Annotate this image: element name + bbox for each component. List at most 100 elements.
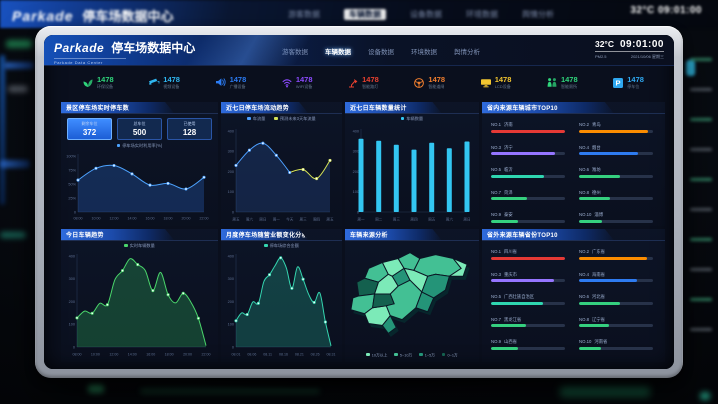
- top10-row-8: NO.8 德州: [579, 190, 653, 200]
- svg-text:16:00: 16:00: [146, 353, 155, 357]
- rank-bar-fill: [579, 256, 648, 260]
- top10-row-3: NO.3 济宁: [491, 144, 565, 155]
- top10-row-4: NO.4 烟台: [579, 145, 653, 155]
- device-stat-1: 1478 视频设备: [148, 76, 180, 90]
- panel-weekly-count: 近七日车辆数量统计 车辆数量 0 100 200 300 400 周一 周二 周三 周四 周五 周六…: [345, 102, 479, 226]
- svg-text:100%: 100%: [66, 154, 76, 158]
- legend-item: 1~5万: [419, 352, 435, 359]
- rank-bar-fill: [491, 174, 545, 178]
- background-nav: 游客数据 车辆数据 设备数据 环境数据 舆情分析: [288, 9, 554, 20]
- legend-dot: [394, 352, 398, 356]
- nav-item-3[interactable]: 环境数据: [411, 49, 437, 56]
- rank-label: NO.6: [579, 167, 590, 172]
- rank-bar-track: [491, 279, 565, 282]
- top10-row-7: NO.7 菏泽: [491, 189, 565, 200]
- device-stat-5: 1478 智能道闸: [413, 76, 445, 90]
- stat-label: 视频设备: [163, 84, 180, 89]
- utilization-line-chart: 0 25% 50% 75% 100% 08:00 10:00 12:00 14:00 16:00 1…: [61, 150, 218, 222]
- device-stat-6: 1478 LCD设备: [480, 76, 511, 90]
- region-name: 黑龙江省: [504, 316, 522, 322]
- device-stats-row: 1478 环保设备 1478 视频设备 1478 广播设备 1478 WIFI设备 1478 智能…: [82, 68, 644, 98]
- nav-item-2[interactable]: 设备数据: [368, 49, 394, 56]
- background-title: 停车场数据中心: [82, 9, 174, 24]
- svg-text:22:00: 22:00: [200, 217, 209, 221]
- nav-item-0[interactable]: 游客数据: [282, 49, 308, 56]
- svg-text:300: 300: [228, 150, 234, 154]
- legend: 车辆数量: [345, 116, 479, 122]
- svg-text:周五: 周五: [232, 217, 240, 222]
- rank-label: NO.7: [491, 316, 502, 322]
- top10-row-5: NO.5 广西壮族自治区: [491, 294, 565, 305]
- province-top10-list: NO.1 四川省 NO.2 广东省 NO.3 重庆市 NO.4 海南省 NO.5 广西壮族自治区 N…: [482, 240, 665, 350]
- svg-text:400: 400: [69, 254, 75, 258]
- bg-blob: [690, 118, 712, 121]
- top10-row-4: NO.4 海南省: [579, 271, 653, 282]
- stat-value: 1478: [627, 75, 644, 84]
- top10-row-8: NO.8 辽宁省: [579, 317, 653, 327]
- stat-value: 1478: [97, 75, 114, 84]
- legend-dot: [264, 243, 268, 247]
- legend-dot: [441, 352, 446, 356]
- bg-blob: [690, 148, 712, 151]
- legend-dot: [366, 352, 370, 356]
- dashboard-header: Parkade 停车场数据中心 Parkade Data Center 游客数据…: [44, 35, 674, 66]
- svg-text:100: 100: [228, 323, 234, 327]
- svg-text:100: 100: [353, 190, 359, 194]
- stat-box-remaining: 剩余车位 372: [67, 118, 112, 140]
- svg-text:18:00: 18:00: [165, 353, 174, 357]
- bg-blob: [690, 208, 712, 211]
- svg-text:10:00: 10:00: [91, 353, 100, 357]
- rank-bar-track: [579, 324, 653, 327]
- svg-text:08:00: 08:00: [73, 353, 82, 357]
- bg-blob: [700, 392, 710, 400]
- top10-row-7: NO.7 黑龙江省: [491, 316, 565, 327]
- rank-label: NO.5: [491, 294, 502, 299]
- map-legend: 10万以上 5~10万 1~5万 0~1万: [345, 352, 479, 359]
- nav-item-4[interactable]: 舆情分析: [454, 49, 480, 56]
- rank-bar-fill: [579, 219, 602, 223]
- panel-province-top10: 省外来源车辆省份TOP10 NO.1 四川省 NO.2 广东省 NO.3 重庆市 NO.4 海…: [482, 229, 665, 362]
- bg-blob: [0, 232, 26, 238]
- svg-text:100: 100: [228, 190, 234, 194]
- stat-value: 1478: [428, 75, 446, 84]
- bg-glow-icon: [686, 60, 695, 76]
- top10-row-9: NO.9 山西省: [491, 339, 565, 350]
- svg-text:P: P: [616, 79, 621, 88]
- region-name: 菏泽: [504, 189, 513, 195]
- svg-text:300: 300: [353, 150, 359, 154]
- region-name: 河北省: [592, 294, 605, 299]
- rank-label: NO.6: [579, 294, 590, 299]
- legend-item: 实时车辆数量: [124, 243, 155, 249]
- nav-item-1[interactable]: 车辆数据: [325, 49, 351, 56]
- brand-logo: Parkade: [54, 41, 105, 55]
- bg-blob: [690, 328, 712, 331]
- date-label: 2021/10/06 星期三: [630, 53, 664, 59]
- rank-bar-track: [579, 279, 653, 282]
- bg-blob: [8, 86, 28, 92]
- panel-title: 景区停车场实时停车数: [61, 102, 174, 113]
- svg-text:周三: 周三: [300, 217, 308, 222]
- top10-row-9: NO.9 泰安: [491, 212, 565, 223]
- region-name: 淄博: [594, 212, 604, 217]
- top10-row-1: NO.1 济南: [491, 122, 565, 133]
- svg-text:18:00: 18:00: [164, 217, 173, 221]
- rank-label: NO.4: [579, 271, 590, 277]
- stat-value: 1478: [295, 75, 313, 84]
- svg-text:300: 300: [69, 277, 75, 281]
- panel-title: 月度停车场随营业额变化分析: [221, 229, 308, 240]
- rank-label: NO.1: [491, 122, 502, 127]
- background-time: 09:01:00: [657, 5, 702, 16]
- rank-label: NO.3: [491, 144, 502, 150]
- legend-item: 0~1万: [441, 352, 458, 359]
- panel-title: 车辆来源分析: [345, 229, 441, 240]
- svg-text:08.21: 08.21: [295, 353, 304, 357]
- legend: 实时车辆数量: [61, 243, 218, 249]
- speaker-icon: [215, 78, 226, 87]
- svg-text:周三: 周三: [393, 217, 401, 222]
- rank-label: NO.1: [491, 249, 502, 254]
- svg-text:200: 200: [228, 170, 234, 174]
- plant-icon: [83, 79, 93, 87]
- top10-row-10: NO.10 河南省: [579, 339, 653, 350]
- province-map: [345, 241, 479, 345]
